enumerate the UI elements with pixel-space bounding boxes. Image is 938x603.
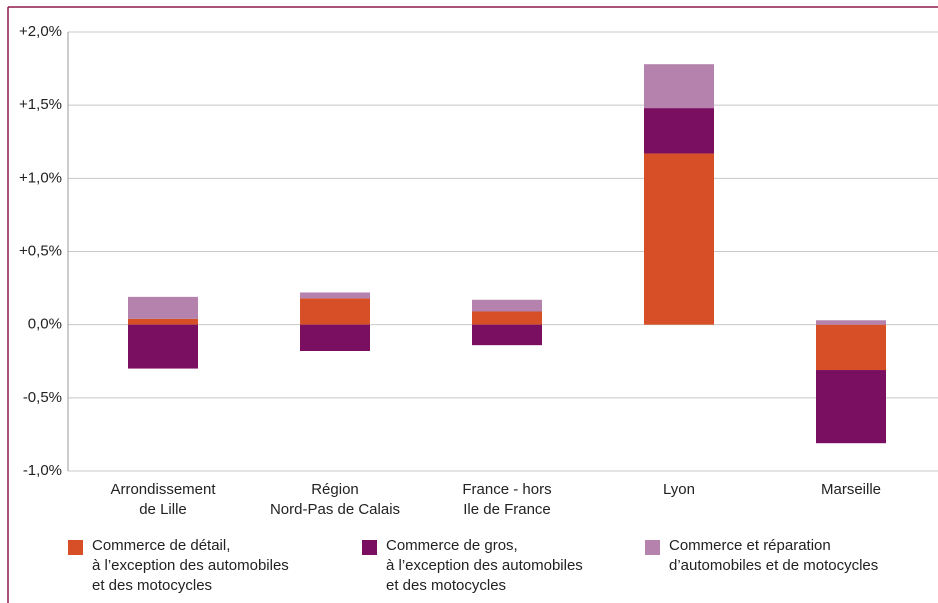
x-tick-label: Arrondissement de Lille [110, 481, 216, 518]
bar-segment [472, 324, 542, 346]
y-tick-label: +1,5% [19, 96, 62, 113]
bar-segment [816, 324, 886, 371]
x-tick-label: Région Nord-Pas de Calais [269, 481, 401, 518]
bar-segment [300, 292, 370, 299]
bar-segment [472, 299, 542, 312]
legend-swatch [362, 540, 377, 555]
bar-segment [128, 324, 198, 369]
bar-segment [128, 296, 198, 319]
bar-segment [816, 370, 886, 444]
bar-segment [300, 298, 370, 325]
x-tick-label: Lyon [663, 481, 695, 498]
bar-segment [472, 311, 542, 325]
y-tick-label: -0,5% [23, 389, 62, 406]
bar-segment [644, 64, 714, 109]
bar-segment [816, 320, 886, 325]
x-tick-label: France - hors Ile de France [462, 481, 552, 518]
legend-swatch [68, 540, 83, 555]
y-tick-label: +0,5% [19, 242, 62, 259]
legend-swatch [645, 540, 660, 555]
y-tick-label: -1,0% [23, 462, 62, 479]
x-tick-label: Marseille [820, 481, 881, 498]
y-tick-label: +1,0% [19, 169, 62, 186]
legend-label: Commerce de détail, à l’exception des au… [92, 537, 289, 594]
legend-label: Commerce de gros, à l’exception des auto… [386, 537, 583, 594]
bar-segment [128, 318, 198, 325]
bar-segment [644, 153, 714, 325]
bar-segment [300, 324, 370, 352]
y-tick-label: 0,0% [28, 316, 62, 333]
legend-label: Commerce et réparation d’automobiles et … [669, 537, 879, 574]
y-tick-label: +2,0% [19, 23, 62, 40]
bar-segment [644, 108, 714, 154]
